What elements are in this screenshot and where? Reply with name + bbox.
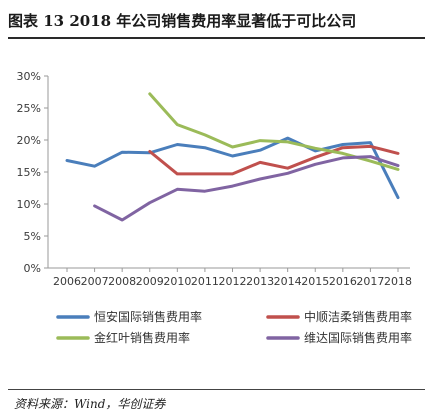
- legend-label-3: 金红叶销售费用率: [94, 330, 190, 345]
- x-tick-label: 2007: [81, 275, 109, 288]
- x-tick-label: 2012: [219, 275, 247, 288]
- x-tick-label: 2010: [163, 275, 191, 288]
- x-tick-label: 2018: [384, 275, 412, 288]
- legend-label-2: 中顺洁柔销售费用率: [304, 309, 412, 324]
- title-divider: [8, 37, 425, 39]
- series-line-1: [65, 136, 400, 200]
- y-tick-label: 25%: [17, 102, 41, 115]
- legend-label-4: 维达国际销售费用率: [304, 330, 412, 345]
- x-tick-label: 2015: [301, 275, 329, 288]
- x-tick-label: 2017: [356, 275, 384, 288]
- y-tick-label: 0%: [24, 262, 41, 275]
- x-tick-label: 2016: [329, 275, 357, 288]
- x-tick-label: 2014: [274, 275, 302, 288]
- source-divider: [8, 389, 425, 390]
- x-tick-label: 2013: [246, 275, 274, 288]
- chart-series: [65, 92, 400, 222]
- x-tick-label: 2008: [108, 275, 136, 288]
- y-tick-label: 15%: [17, 166, 41, 179]
- y-tick-label: 5%: [24, 230, 41, 243]
- y-tick-label: 20%: [17, 134, 41, 147]
- x-tick-label: 2009: [136, 275, 164, 288]
- chart-axes: 0%5%10%15%20%25%30%2006 2007 2008 2009 2010 2…: [17, 70, 412, 288]
- legend-label-1: 恒安国际销售费用率: [94, 309, 202, 324]
- figure-title: 图表 13 2018 年公司销售费用率显著低于可比公司: [8, 12, 357, 30]
- series-line-2: [148, 144, 400, 176]
- figure-title-bar: 图表 13 2018 年公司销售费用率显著低于可比公司: [8, 10, 425, 39]
- y-tick-label: 10%: [17, 198, 41, 211]
- y-tick-label: 30%: [17, 70, 41, 83]
- x-tick-label: 2011: [191, 275, 219, 288]
- series-line-4: [93, 155, 400, 222]
- x-tick-label: 2006: [53, 275, 81, 288]
